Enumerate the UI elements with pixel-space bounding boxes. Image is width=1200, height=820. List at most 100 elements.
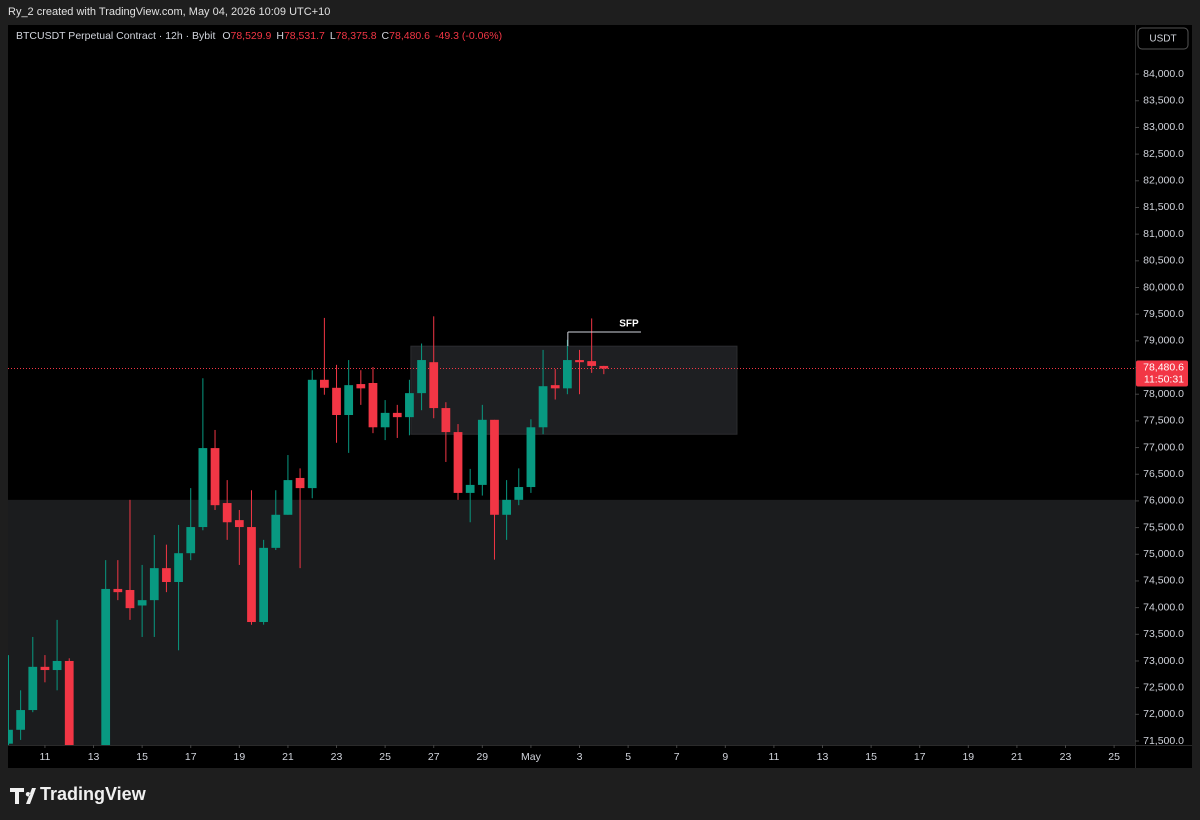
candle-body bbox=[125, 590, 135, 609]
x-tick-label: 9 bbox=[722, 751, 728, 763]
zone bbox=[410, 345, 738, 435]
candle-body bbox=[356, 384, 366, 389]
candle-body bbox=[490, 419, 499, 515]
brand-logo: TradingView bbox=[10, 784, 147, 804]
y-tick-label: 74,000.0 bbox=[1143, 601, 1184, 613]
currency[interactable]: USDT bbox=[1149, 34, 1176, 45]
candle-body bbox=[417, 360, 426, 394]
legend-value: 78,531.7 bbox=[284, 30, 325, 42]
candle-body bbox=[52, 660, 62, 671]
legend-value: 78,375.8 bbox=[336, 30, 377, 42]
y-tick-label: 71,500.0 bbox=[1143, 735, 1184, 747]
candle-body bbox=[271, 514, 281, 548]
x-tick-label: 23 bbox=[1060, 751, 1072, 763]
plot bbox=[8, 316, 1135, 745]
candle-body bbox=[502, 499, 511, 515]
y-tick-label: 83,500.0 bbox=[1143, 95, 1184, 107]
x-tick-label: 11 bbox=[768, 751, 779, 763]
candle-body bbox=[429, 362, 439, 409]
x-tick-label: 21 bbox=[282, 751, 294, 763]
x-tick-label: 29 bbox=[476, 751, 488, 763]
candle-body bbox=[405, 393, 414, 418]
y-tick-label: 75,000.0 bbox=[1143, 548, 1184, 560]
x-tick-label: 5 bbox=[625, 751, 631, 763]
axes: 71,500.0 72,000.0 72,500.0 73,000.0 73,500.0… bbox=[39, 68, 1184, 763]
x-tick-label: 17 bbox=[914, 751, 926, 763]
candle-body bbox=[222, 503, 232, 523]
candle-body bbox=[380, 412, 390, 428]
x-tick-label: 19 bbox=[233, 751, 245, 763]
x-tick-label: 19 bbox=[962, 751, 974, 763]
y-tick-label: 81,000.0 bbox=[1143, 228, 1184, 240]
legend-key: H bbox=[276, 30, 284, 42]
candle-body bbox=[562, 360, 572, 389]
x-tick-label: 15 bbox=[136, 751, 148, 763]
candle-body bbox=[174, 553, 183, 583]
candle-body bbox=[575, 360, 584, 363]
candle-body bbox=[344, 385, 354, 416]
candle-body bbox=[538, 386, 548, 428]
legend-change: -49.3 (-0.06%) bbox=[435, 30, 502, 42]
x-tick-label: 27 bbox=[428, 751, 440, 763]
candle-body bbox=[514, 487, 524, 500]
zone bbox=[8, 499, 1135, 745]
candle-body bbox=[368, 382, 378, 428]
candle-body bbox=[587, 361, 597, 366]
annotation-label: SFP bbox=[619, 319, 639, 330]
candle-body bbox=[441, 408, 451, 433]
candle-body bbox=[550, 385, 560, 389]
candle-body bbox=[234, 520, 244, 528]
y-tick-label: 72,500.0 bbox=[1143, 681, 1184, 693]
last-price-label: 78,480.6 bbox=[1143, 361, 1184, 373]
y-tick-label: 79,000.0 bbox=[1143, 335, 1184, 347]
y-tick-label: 82,000.0 bbox=[1143, 175, 1184, 187]
candle-body bbox=[101, 588, 111, 745]
candle-body bbox=[307, 379, 317, 489]
candle-body bbox=[8, 729, 13, 744]
currency-button[interactable] bbox=[1137, 27, 1189, 50]
candle-body bbox=[283, 480, 293, 515]
candle-body bbox=[477, 419, 487, 485]
candle-body bbox=[295, 477, 305, 489]
legend-value: 78,529.9 bbox=[230, 30, 271, 42]
x-tick-label: 11 bbox=[39, 751, 50, 763]
y-tick-label: 73,500.0 bbox=[1143, 628, 1184, 640]
candle-body bbox=[210, 448, 220, 506]
credit: Ry_2 created with TradingView.com, May 0… bbox=[8, 6, 330, 18]
candle-body bbox=[247, 527, 256, 623]
candle-body bbox=[453, 432, 463, 493]
candle-body bbox=[320, 379, 329, 388]
candle-body bbox=[526, 427, 536, 488]
candle-body bbox=[16, 710, 26, 730]
y-tick-label: 77,000.0 bbox=[1143, 441, 1184, 453]
x-tick-label: 13 bbox=[817, 751, 829, 763]
legend: BTCUSDT Perpetual Contract · 12h · Bybit… bbox=[16, 30, 502, 42]
x-tick-label: 23 bbox=[331, 751, 343, 763]
y-tick-label: 74,500.0 bbox=[1143, 575, 1184, 587]
x-tick-label: 7 bbox=[674, 751, 680, 763]
candle-body bbox=[64, 660, 74, 745]
candle-body bbox=[162, 568, 171, 583]
countdown: 11:50:31 bbox=[1144, 373, 1184, 385]
candle-body bbox=[137, 600, 147, 606]
candle-body bbox=[186, 527, 196, 554]
last-price-box bbox=[1136, 360, 1188, 387]
y-tick-label: 77,500.0 bbox=[1143, 415, 1184, 427]
y-tick-label: 72,000.0 bbox=[1143, 708, 1184, 720]
legend-key: C bbox=[382, 30, 390, 42]
x-tick-label: 3 bbox=[577, 751, 583, 763]
legend-key: O bbox=[222, 30, 230, 42]
candle-body bbox=[465, 484, 475, 493]
y-tick-label: 76,500.0 bbox=[1143, 468, 1184, 480]
candle-body bbox=[392, 412, 402, 418]
y-tick-label: 84,000.0 bbox=[1143, 68, 1184, 80]
x-tick-label: 25 bbox=[1108, 751, 1120, 763]
y-tick-label: 73,000.0 bbox=[1143, 655, 1184, 667]
candle-body bbox=[28, 666, 38, 711]
y-tick-label: 82,500.0 bbox=[1143, 148, 1184, 160]
legend-key: L bbox=[330, 30, 336, 42]
y-tick-label: 75,500.0 bbox=[1143, 521, 1184, 533]
candle-body bbox=[599, 365, 609, 369]
candle-body bbox=[113, 588, 123, 593]
candle-body bbox=[40, 666, 50, 671]
